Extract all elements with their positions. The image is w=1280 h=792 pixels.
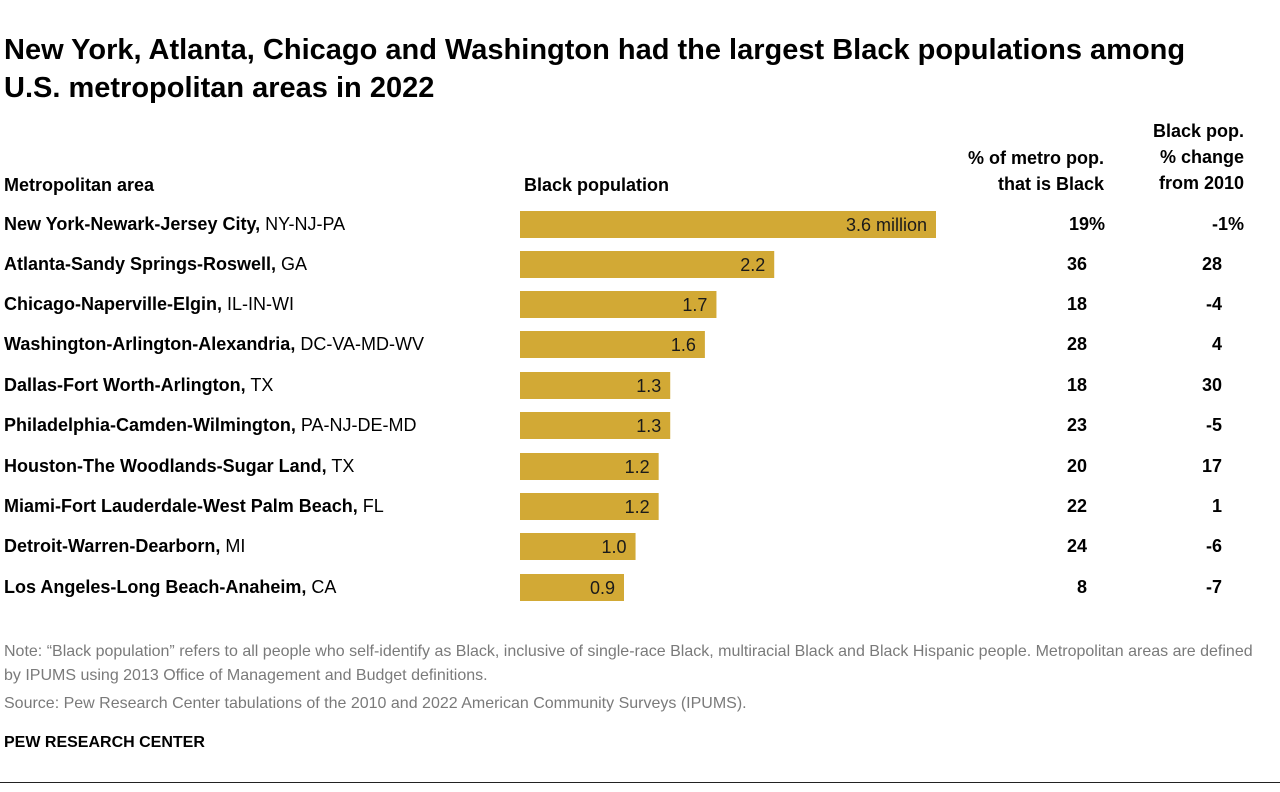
metro-name: Houston-The Woodlands-Sugar Land, — [4, 456, 327, 476]
metro-name: Atlanta-Sandy Springs-Roswell, — [4, 254, 277, 274]
row-label: Philadelphia-Camden-Wilmington, PA-NJ-DE… — [4, 413, 417, 437]
row-label: Detroit-Warren-Dearborn, MI — [4, 534, 245, 558]
metro-state: TX — [326, 456, 355, 476]
column-header-percent-change: Black pop. % change from 2010 — [1110, 118, 1244, 196]
percent-change-value: -4 — [1205, 294, 1222, 314]
column-header-percent-black: % of metro pop. that is Black — [930, 145, 1104, 197]
bar-value-label: 1.2 — [625, 497, 650, 517]
bar — [520, 211, 936, 238]
bar-value-label: 1.6 — [671, 335, 696, 355]
percent-change-value: 1 — [1211, 496, 1222, 516]
bar-value-label: 1.2 — [625, 457, 650, 477]
column-header-percent-black-line1: % of metro pop. — [968, 148, 1104, 168]
row-label: Houston-The Woodlands-Sugar Land, TX — [4, 454, 354, 478]
row-label: Miami-Fort Lauderdale-West Palm Beach, F… — [4, 494, 384, 518]
percent-black-value: 8 — [1076, 577, 1087, 597]
bottom-rule — [0, 782, 1280, 783]
bar — [520, 251, 775, 278]
bar — [520, 291, 717, 318]
metro-state: CA — [306, 577, 337, 597]
percent-black-value: 36 — [1066, 254, 1087, 274]
metro-state: IL-IN-WI — [222, 294, 295, 314]
bar-value-label: 1.3 — [636, 376, 661, 396]
percent-black-value: 24 — [1066, 536, 1087, 556]
row-label: Washington-Arlington-Alexandria, DC-VA-M… — [4, 332, 424, 356]
row-label: New York-Newark-Jersey City, NY-NJ-PA — [4, 212, 345, 236]
chart-source: Source: Pew Research Center tabulations … — [4, 695, 747, 712]
bar-value-label: 1.0 — [602, 537, 627, 557]
percent-black-value: 22 — [1066, 496, 1087, 516]
percent-change-value: -1% — [1211, 214, 1244, 234]
percent-change-value: -7 — [1205, 577, 1222, 597]
metro-name: Detroit-Warren-Dearborn, — [4, 536, 221, 556]
metro-name: Los Angeles-Long Beach-Anaheim, — [4, 577, 307, 597]
metro-state: TX — [245, 375, 274, 395]
row-label: Los Angeles-Long Beach-Anaheim, CA — [4, 575, 336, 599]
bar — [520, 453, 659, 480]
row-label: Dallas-Fort Worth-Arlington, TX — [4, 373, 273, 397]
row-label: Atlanta-Sandy Springs-Roswell, GA — [4, 252, 307, 276]
bar-value-label: 1.3 — [636, 416, 661, 436]
percent-black-value: 18 — [1066, 375, 1087, 395]
metro-name: New York-Newark-Jersey City, — [4, 214, 261, 234]
metro-name: Miami-Fort Lauderdale-West Palm Beach, — [4, 496, 358, 516]
metro-name: Chicago-Naperville-Elgin, — [4, 294, 223, 314]
metro-state: GA — [276, 254, 308, 274]
column-header-percent-change-line1: Black pop. — [1152, 121, 1244, 141]
percent-black-value: 28 — [1066, 334, 1087, 354]
chart-title: New York, Atlanta, Chicago and Washingto… — [4, 34, 1186, 104]
percent-change-value: -5 — [1205, 415, 1222, 435]
percent-change-value: 28 — [1201, 254, 1222, 274]
bar — [520, 412, 671, 439]
brand-logo-text: PEW RESEARCH CENTER — [4, 734, 205, 751]
metro-state: MI — [220, 536, 246, 556]
column-header-percent-black-line2: that is Black — [997, 174, 1104, 194]
percent-black-value: 23 — [1066, 415, 1087, 435]
percent-change-value: -6 — [1205, 536, 1222, 556]
metro-name: Washington-Arlington-Alexandria, — [4, 334, 296, 354]
metro-name: Philadelphia-Camden-Wilmington, — [4, 415, 296, 435]
column-header-percent-change-line3: from 2010 — [1158, 173, 1244, 193]
column-header-area: Metropolitan area — [4, 175, 155, 195]
bar-value-label: 2.2 — [740, 255, 765, 275]
percent-black-value: 19% — [1068, 214, 1105, 234]
bar — [520, 331, 705, 358]
bar — [520, 533, 636, 560]
metro-state: NY-NJ-PA — [260, 214, 346, 234]
percent-change-value: 30 — [1201, 375, 1222, 395]
bar — [520, 574, 624, 601]
column-header-black-population: Black population — [524, 175, 670, 195]
metro-state: PA-NJ-DE-MD — [295, 415, 417, 435]
metro-state: FL — [357, 496, 384, 516]
column-header-percent-change-line2: % change — [1159, 147, 1244, 167]
row-label: Chicago-Naperville-Elgin, IL-IN-WI — [4, 292, 294, 316]
bar — [520, 493, 659, 520]
metro-state: DC-VA-MD-WV — [295, 334, 424, 354]
bar-value-label: 3.6 million — [846, 215, 927, 235]
percent-change-value: 17 — [1201, 456, 1222, 476]
bar — [520, 372, 671, 399]
metro-name: Dallas-Fort Worth-Arlington, — [4, 375, 246, 395]
chart-note: Note: “Black population” refers to all p… — [4, 643, 1253, 684]
bar-value-label: 0.9 — [590, 578, 615, 598]
percent-black-value: 18 — [1066, 294, 1087, 314]
percent-black-value: 20 — [1066, 456, 1087, 476]
bar-value-label: 1.7 — [682, 295, 707, 315]
percent-change-value: 4 — [1211, 334, 1222, 354]
